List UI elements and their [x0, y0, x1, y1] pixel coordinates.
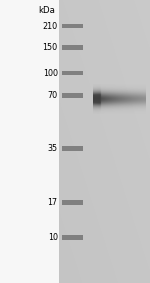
Bar — [62, 146, 83, 151]
Text: kDa: kDa — [38, 6, 55, 15]
Bar — [62, 235, 83, 240]
Text: 100: 100 — [43, 68, 58, 78]
Text: 17: 17 — [48, 198, 58, 207]
Bar — [62, 45, 83, 50]
Bar — [62, 93, 83, 98]
Text: 210: 210 — [43, 22, 58, 31]
Text: 150: 150 — [43, 43, 58, 52]
Text: 70: 70 — [48, 91, 58, 100]
Bar — [62, 23, 83, 29]
Bar — [62, 200, 83, 205]
Text: 35: 35 — [48, 144, 58, 153]
Bar — [62, 70, 83, 75]
Text: 10: 10 — [48, 233, 58, 242]
